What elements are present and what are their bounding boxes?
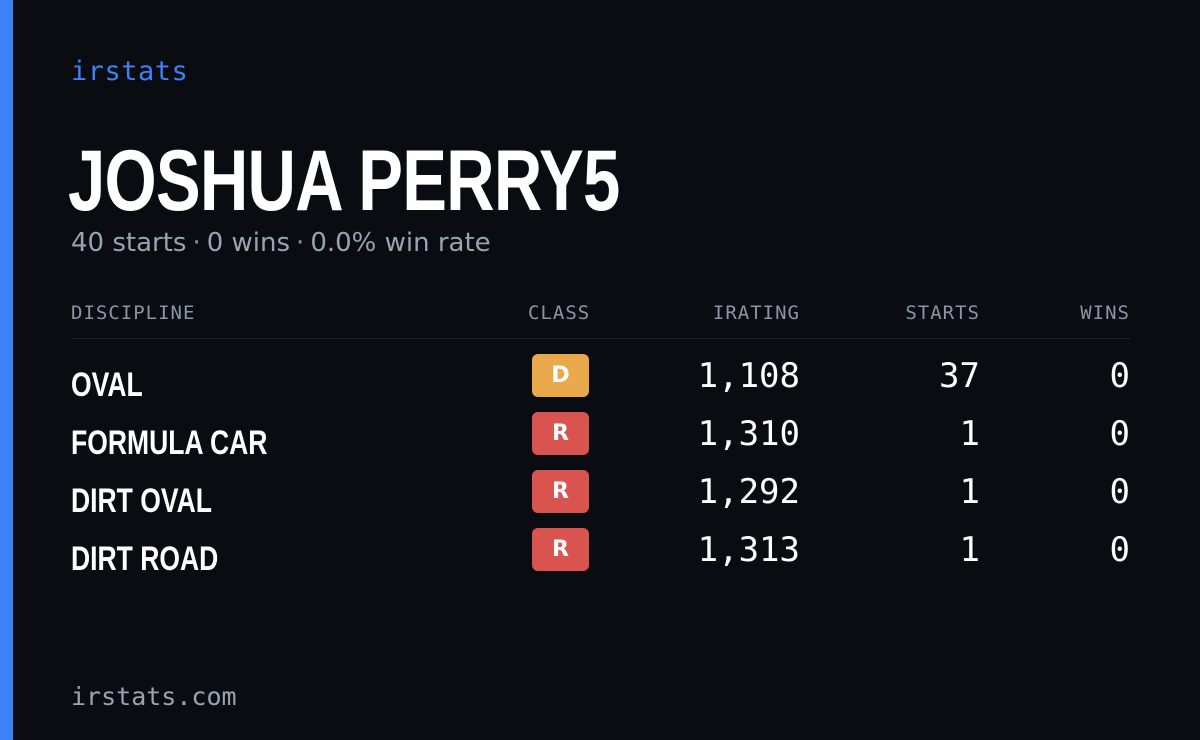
- header-starts: STARTS: [905, 302, 980, 324]
- accent-bar: [0, 0, 13, 740]
- header-class: CLASS: [528, 302, 591, 324]
- player-name: JOSHUA PERRY5: [68, 133, 620, 229]
- discipline-name: OVAL: [71, 366, 143, 404]
- starts-value: 37: [939, 356, 980, 396]
- class-badge: R: [532, 528, 589, 571]
- starts-value: 1: [959, 414, 980, 454]
- table-row: DIRT ROAD R 1,313 1 0: [71, 528, 1130, 586]
- header-irating: IRATING: [712, 302, 800, 324]
- irating-value: 1,310: [697, 414, 800, 454]
- discipline-name: FORMULA CAR: [71, 424, 268, 462]
- wins-value: 0: [1109, 414, 1130, 454]
- table-row: OVAL D 1,108 37 0: [71, 354, 1130, 412]
- brand-logo: irstats: [71, 56, 189, 87]
- table-row: DIRT OVAL R 1,292 1 0: [71, 470, 1130, 528]
- table-row: FORMULA CAR R 1,310 1 0: [71, 412, 1130, 470]
- class-badge: D: [532, 354, 589, 397]
- header-wins: WINS: [1080, 302, 1130, 324]
- separator: ·: [296, 228, 305, 258]
- irating-value: 1,313: [697, 530, 800, 570]
- class-badge: R: [532, 470, 589, 513]
- discipline-name: DIRT OVAL: [71, 482, 212, 520]
- starts-value: 1: [959, 530, 980, 570]
- header-discipline: DISCIPLINE: [71, 302, 196, 324]
- class-badge: R: [532, 412, 589, 455]
- separator: ·: [192, 228, 201, 258]
- wins-value: 0: [1109, 472, 1130, 512]
- wins-count: 0 wins: [206, 228, 291, 258]
- table-header: DISCIPLINE CLASS IRATING STARTS WINS: [71, 300, 1130, 339]
- starts-count: 40 starts: [71, 228, 187, 258]
- footer-url[interactable]: irstats.com: [71, 682, 237, 711]
- starts-value: 1: [959, 472, 980, 512]
- irating-value: 1,108: [697, 356, 800, 396]
- wins-value: 0: [1109, 530, 1130, 570]
- irating-value: 1,292: [697, 472, 800, 512]
- discipline-name: DIRT ROAD: [71, 540, 219, 578]
- win-rate: 0.0% win rate: [310, 228, 491, 258]
- wins-value: 0: [1109, 356, 1130, 396]
- player-summary: 40 starts · 0 wins · 0.0% win rate: [71, 228, 491, 258]
